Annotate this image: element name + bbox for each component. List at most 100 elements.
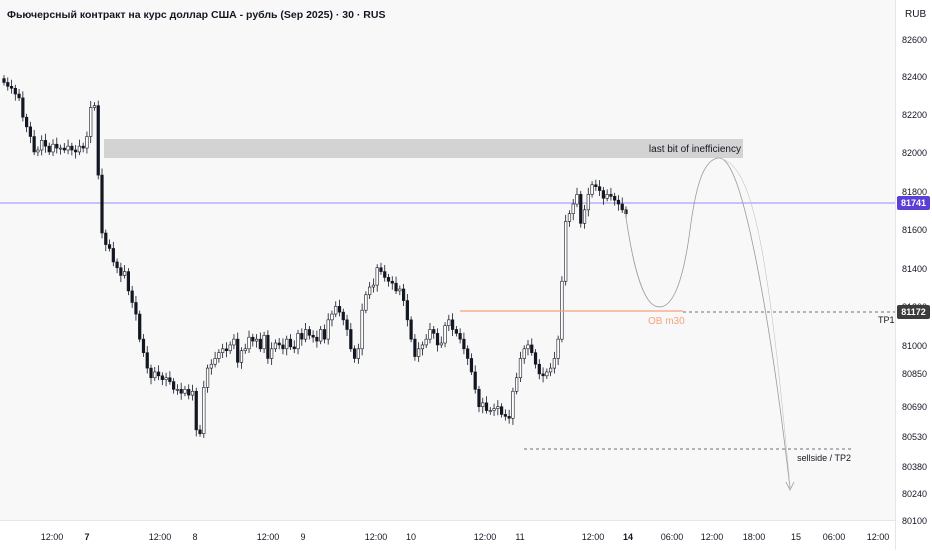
candle-body (81, 145, 85, 149)
inefficiency-zone (104, 139, 743, 158)
candle-body (334, 306, 338, 315)
current-price-tag: 81741 (897, 196, 930, 210)
price-tick-label: 81800 (902, 187, 928, 197)
candle-body (138, 313, 142, 340)
candle-body (368, 286, 372, 296)
candle-body (239, 350, 244, 363)
time-tick-label: 12:00 (256, 532, 280, 542)
time-tick-label: 10 (405, 532, 417, 542)
price-tick-label: 80850 (902, 369, 928, 379)
candle-body (605, 194, 609, 199)
time-axis[interactable] (0, 520, 895, 551)
candle-body (371, 284, 376, 288)
candle-body (424, 338, 428, 346)
candle-body (552, 358, 556, 369)
candle-body (364, 294, 368, 311)
candle-body (55, 143, 59, 149)
candle-body (503, 414, 507, 417)
candle-body (77, 145, 81, 153)
candle-body (515, 377, 519, 392)
candle-body (247, 336, 251, 350)
time-tick-label: 14 (622, 532, 634, 542)
candle-body (36, 149, 40, 153)
candle-body (172, 381, 176, 390)
currency-label[interactable]: RUB (905, 9, 927, 20)
candle-body (349, 329, 353, 350)
price-tick-label: 82200 (902, 110, 928, 120)
candle-body (469, 358, 474, 373)
price-tick-label: 81000 (902, 341, 928, 351)
candle-body (43, 140, 48, 147)
candle-body (567, 213, 572, 222)
price-tick-label: 80380 (902, 462, 928, 472)
candle-body (149, 367, 153, 379)
candle-body (130, 290, 134, 303)
price-tick-label: 82000 (902, 148, 928, 158)
candle-body (496, 406, 500, 409)
candle-body (262, 334, 266, 350)
candle-body (439, 342, 443, 346)
candle-body (92, 105, 97, 108)
candle-body (89, 107, 93, 137)
candle-body (51, 143, 55, 153)
candle-body (126, 271, 130, 292)
candle-body (560, 280, 564, 340)
candle-body (345, 319, 349, 330)
candle-body (221, 348, 225, 353)
candle-body (526, 344, 530, 350)
time-tick-label: 9 (300, 532, 306, 542)
candle-body (481, 402, 485, 407)
price-tick-label: 81400 (902, 264, 928, 274)
candle-body (337, 306, 342, 313)
candle-body (100, 174, 104, 234)
candle-body (288, 338, 293, 348)
candle-body (232, 338, 236, 346)
candle-body (624, 209, 628, 214)
candle-body (156, 371, 161, 377)
candle-body (507, 416, 511, 419)
candle-body (390, 280, 394, 284)
candle-body (315, 336, 319, 342)
candle-body (511, 390, 515, 419)
candle-body (96, 105, 100, 176)
candle-body (160, 375, 164, 380)
candle-body (224, 348, 229, 352)
candle-body (198, 429, 202, 435)
candle-body (466, 348, 470, 359)
inefficiency-label: last bit of inefficiency (649, 144, 741, 155)
time-tick-label: 06:00 (660, 532, 684, 542)
candle-body (586, 194, 590, 211)
candle-body (251, 336, 255, 342)
candle-body (47, 145, 51, 153)
candle-body (413, 338, 417, 357)
candle-body (417, 348, 421, 357)
candle-body (296, 333, 300, 350)
candle-body (292, 346, 296, 350)
time-tick-label: 12:00 (581, 532, 605, 542)
time-tick-label: 12:00 (473, 532, 497, 542)
candle-body (360, 309, 364, 350)
candle-body (303, 329, 308, 340)
candle-body (273, 342, 278, 350)
candle-body (270, 348, 274, 359)
candle-body (420, 344, 425, 350)
candle-body (2, 78, 6, 83)
candle-body (17, 93, 21, 99)
candle-body (70, 145, 74, 151)
candle-body (254, 338, 259, 342)
time-tick-label: 06:00 (822, 532, 846, 542)
candle-body (194, 390, 198, 431)
candle-body (537, 363, 541, 375)
candle-body (458, 333, 462, 340)
tp1-label: TP1 (878, 315, 895, 325)
candle-body (228, 344, 232, 352)
candle-body (477, 389, 481, 407)
price-axis[interactable] (895, 0, 932, 550)
time-tick-label: 12:00 (364, 532, 388, 542)
candle-body (398, 288, 402, 292)
candle-body (74, 149, 78, 153)
candle-body (285, 338, 289, 350)
candle-body (21, 97, 25, 118)
